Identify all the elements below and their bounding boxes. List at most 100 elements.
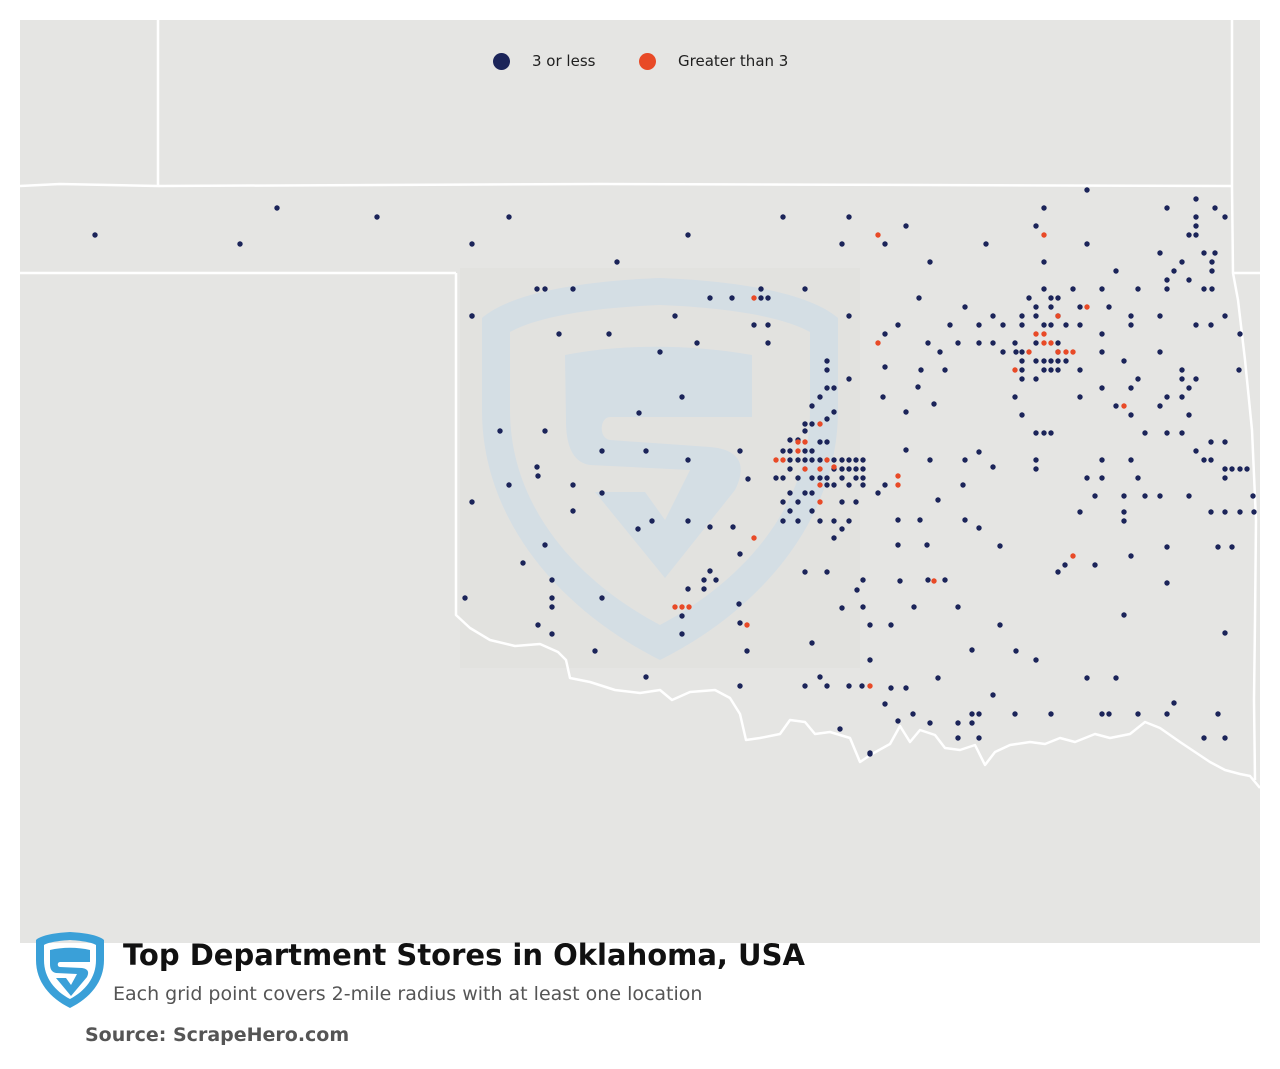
store-point-low	[1077, 367, 1083, 373]
store-point-low	[1209, 268, 1215, 274]
store-point-low	[910, 711, 916, 717]
store-point-low	[897, 578, 903, 584]
store-point-low	[751, 322, 757, 328]
store-point-low	[780, 475, 786, 481]
legend-label-low: 3 or less	[532, 52, 596, 70]
store-points-greater-than-3	[672, 232, 1127, 689]
store-point-low	[831, 518, 837, 524]
store-point-low	[599, 448, 605, 454]
store-point-low	[1179, 394, 1185, 400]
store-point-low	[1092, 562, 1098, 568]
store-point-low	[1171, 268, 1177, 274]
store-point-high	[1063, 349, 1069, 355]
store-point-low	[942, 577, 948, 583]
store-point-low	[903, 685, 909, 691]
store-point-low	[1055, 295, 1061, 301]
store-point-low	[520, 560, 526, 566]
store-point-low	[1019, 349, 1025, 355]
store-point-low	[853, 499, 859, 505]
store-point-low	[737, 683, 743, 689]
store-point-low	[787, 466, 793, 472]
store-point-low	[1106, 304, 1112, 310]
store-point-low	[1113, 268, 1119, 274]
scrapehero-logo-icon	[30, 928, 110, 1010]
store-point-low	[1077, 509, 1083, 515]
store-point-low	[1084, 187, 1090, 193]
store-point-low	[935, 497, 941, 503]
store-point-low	[549, 595, 555, 601]
store-point-low	[1092, 493, 1098, 499]
store-point-high	[751, 535, 757, 541]
store-point-low	[831, 457, 837, 463]
store-point-low	[1041, 205, 1047, 211]
store-point-low	[1157, 349, 1163, 355]
store-point-low	[809, 457, 815, 463]
store-point-high	[895, 473, 901, 479]
store-point-low	[1033, 466, 1039, 472]
store-point-low	[1164, 430, 1170, 436]
map-panel: 3 or less Greater than 3	[20, 20, 1260, 943]
store-point-low	[1099, 349, 1105, 355]
store-point-low	[635, 526, 641, 532]
store-point-low	[802, 421, 808, 427]
store-point-low	[1222, 439, 1228, 445]
store-point-low	[809, 475, 815, 481]
store-point-low	[1237, 509, 1243, 515]
store-point-low	[1222, 630, 1228, 636]
store-point-low	[758, 295, 764, 301]
store-point-low	[92, 232, 98, 238]
store-point-low	[1193, 223, 1199, 229]
store-point-high	[1121, 403, 1127, 409]
store-point-high	[817, 421, 823, 427]
store-point-low	[1209, 286, 1215, 292]
store-point-low	[1041, 430, 1047, 436]
store-point-low	[1212, 205, 1218, 211]
store-point-low	[707, 568, 713, 574]
store-point-low	[809, 403, 815, 409]
store-point-low	[916, 295, 922, 301]
store-point-low	[962, 517, 968, 523]
store-point-low	[599, 490, 605, 496]
store-point-low	[1026, 295, 1032, 301]
store-point-high	[795, 448, 801, 454]
store-point-low	[1019, 367, 1025, 373]
store-point-low	[997, 543, 1003, 549]
store-point-high	[1041, 331, 1047, 337]
store-point-low	[1164, 277, 1170, 283]
store-point-low	[918, 367, 924, 373]
store-point-low	[1157, 403, 1163, 409]
store-point-low	[1128, 457, 1134, 463]
store-point-low	[947, 322, 953, 328]
store-point-low	[802, 428, 808, 434]
store-point-low	[802, 490, 808, 496]
store-point-low	[1019, 358, 1025, 364]
store-point-low	[707, 524, 713, 530]
store-point-low	[1157, 250, 1163, 256]
store-point-low	[1041, 259, 1047, 265]
store-point-low	[1193, 214, 1199, 220]
store-point-low	[657, 349, 663, 355]
store-point-high	[795, 439, 801, 445]
store-point-high	[831, 464, 837, 470]
store-point-low	[1179, 376, 1185, 382]
store-point-low	[787, 448, 793, 454]
store-point-low	[927, 457, 933, 463]
store-point-high	[1070, 349, 1076, 355]
store-point-low	[831, 409, 837, 415]
store-point-low	[824, 385, 830, 391]
legend-label-high: Greater than 3	[678, 52, 789, 70]
store-point-low	[1209, 259, 1215, 265]
store-point-low	[837, 726, 843, 732]
store-point-high	[1070, 553, 1076, 559]
store-point-low	[1164, 394, 1170, 400]
store-point-low	[1033, 223, 1039, 229]
store-point-low	[882, 701, 888, 707]
store-point-low	[1121, 509, 1127, 515]
store-point-low	[860, 604, 866, 610]
store-point-low	[1019, 376, 1025, 382]
store-point-low	[1033, 304, 1039, 310]
store-point-low	[1062, 562, 1068, 568]
store-point-low	[1171, 700, 1177, 706]
store-point-low	[1128, 553, 1134, 559]
store-point-low	[1033, 340, 1039, 346]
